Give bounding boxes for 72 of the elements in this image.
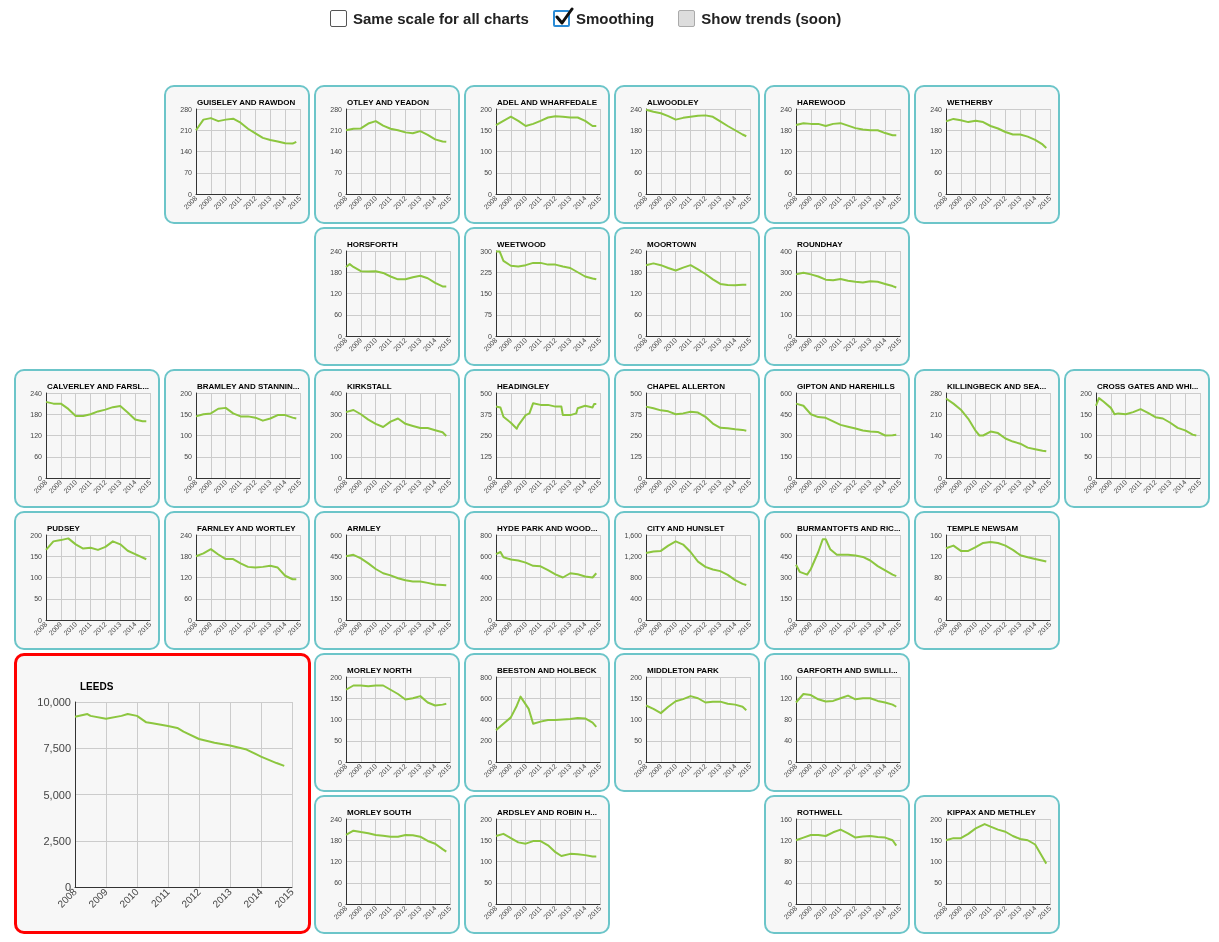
text: Same scale for all charts xyxy=(353,10,529,27)
line-series xyxy=(945,540,1048,563)
chart-title: HAREWOOD xyxy=(797,97,846,107)
chart-title: TEMPLE NEWSAM xyxy=(947,523,1019,533)
line-series xyxy=(795,693,898,708)
chart-title: MIDDLETON PARK xyxy=(647,665,719,675)
chart-title: LEEDS xyxy=(80,680,114,692)
chart-title: BURMANTOFTS AND RIC... xyxy=(797,523,901,533)
text: Show trends (soon) xyxy=(701,10,842,27)
chart-title: KILLINGBECK AND SEA... xyxy=(947,381,1047,391)
line-series xyxy=(945,117,1048,149)
chart-title: MOORTOWN xyxy=(647,239,697,249)
line-series xyxy=(945,397,1048,453)
chart-title: ADEL AND WHARFEDALE xyxy=(497,97,598,107)
line-series xyxy=(195,548,298,581)
line-series xyxy=(345,263,448,288)
y-tick-label: 0 xyxy=(64,881,71,893)
line-series xyxy=(74,713,286,767)
chart-title: ALWOODLEY xyxy=(647,97,700,107)
chart-title: HORSFORTH xyxy=(347,239,398,249)
line-series xyxy=(645,405,748,432)
chart-title: ROUNDHAY xyxy=(797,239,844,249)
chart-title: ARMLEY xyxy=(347,523,382,533)
line-series xyxy=(645,540,748,586)
line-series xyxy=(1095,397,1198,437)
chart-title: WEETWOOD xyxy=(497,239,547,249)
chart-title: KIRKSTALL xyxy=(347,381,392,391)
chart-title: ARDSLEY AND ROBIN H... xyxy=(497,807,598,817)
chart-title: GARFORTH AND SWILLI... xyxy=(797,665,898,675)
line-series xyxy=(345,553,448,587)
line-series xyxy=(795,402,898,437)
chart-title: CROSS GATES AND WHI... xyxy=(1097,381,1199,391)
chart-title: WETHERBY xyxy=(947,97,994,107)
line-series xyxy=(345,829,448,853)
line-series xyxy=(45,400,148,423)
chart-title: GIPTON AND HAREHILLS xyxy=(797,381,896,391)
chart-title: CITY AND HUNSLET xyxy=(647,523,725,533)
line-series xyxy=(945,823,1048,865)
line-series xyxy=(645,262,748,287)
line-series xyxy=(795,122,898,137)
chart-title: MORLEY NORTH xyxy=(347,665,412,675)
chart-title: FARNLEY AND WORTLEY xyxy=(197,523,297,533)
chart-title: ROTHWELL xyxy=(797,807,843,817)
chart-title: HEADINGLEY xyxy=(497,381,551,391)
chart-title: HYDE PARK AND WOOD... xyxy=(497,523,598,533)
line-series xyxy=(195,117,298,145)
line-series xyxy=(495,402,598,430)
line-series xyxy=(495,551,598,579)
y-tick-label: 7,500 xyxy=(43,742,71,755)
chart-title: KIPPAX AND METHLEY xyxy=(947,807,1037,817)
line-series xyxy=(795,828,898,847)
chart-title: GUISELEY AND RAWDON xyxy=(197,97,296,107)
y-tick-label: 5,000 xyxy=(43,788,71,801)
line-series xyxy=(345,120,448,143)
chart-title: CALVERLEY AND FARSL... xyxy=(47,381,150,391)
text: Smoothing xyxy=(575,10,655,27)
y-tick-label: 10,000 xyxy=(37,696,71,708)
chart-title: CHAPEL ALLERTON xyxy=(647,381,726,391)
line-series xyxy=(495,115,598,127)
chart-title: MORLEY SOUTH xyxy=(347,807,412,817)
line-series xyxy=(645,695,748,715)
line-series xyxy=(345,684,448,707)
line-series xyxy=(345,409,448,437)
line-series xyxy=(495,695,598,732)
y-tick-label: 2,500 xyxy=(43,834,71,847)
line-series xyxy=(795,271,898,289)
chart-title: PUDSEY xyxy=(47,523,81,533)
line-series xyxy=(495,832,598,858)
chart-title: BRAMLEY AND STANNIN... xyxy=(197,381,300,391)
chart-title: BEESTON AND HOLBECK xyxy=(497,665,597,675)
line-series xyxy=(195,406,298,422)
chart-title: OTLEY AND YEADON xyxy=(347,97,430,107)
